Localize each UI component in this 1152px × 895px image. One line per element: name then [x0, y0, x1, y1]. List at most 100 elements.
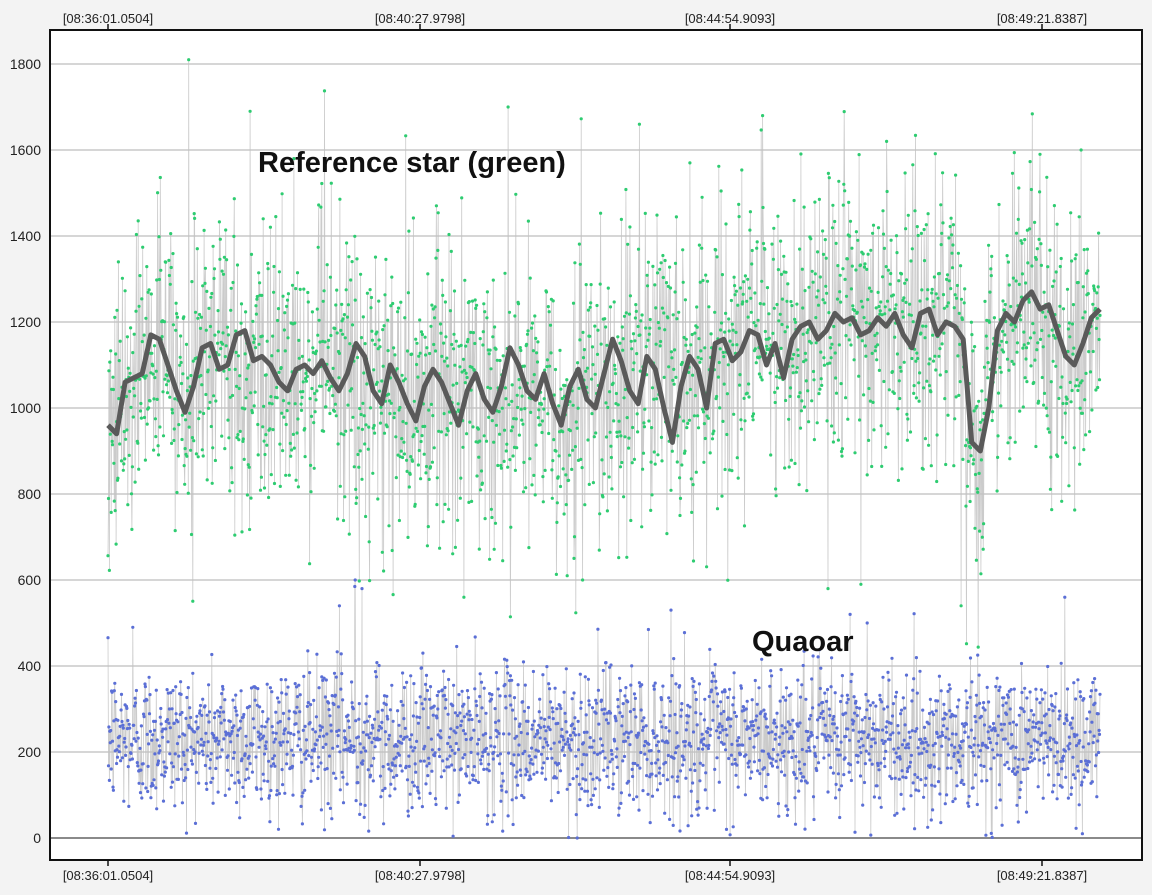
target-point [898, 757, 902, 761]
target-point [1082, 697, 1086, 701]
target-point [248, 704, 252, 709]
reference-point [295, 271, 300, 275]
target-point [877, 768, 881, 772]
target-point [222, 737, 226, 741]
target-point [863, 762, 868, 766]
reference-point [737, 215, 741, 219]
reference-point [116, 476, 120, 480]
reference-point [154, 369, 158, 373]
reference-point [691, 483, 695, 487]
reference-point [968, 446, 973, 450]
reference-point [612, 300, 616, 304]
reference-point [443, 300, 447, 304]
reference-point [108, 360, 112, 364]
target-point [1061, 759, 1065, 763]
reference-point [142, 333, 146, 337]
reference-point [473, 298, 477, 302]
target-point [484, 746, 489, 751]
target-point [701, 747, 705, 751]
reference-point [754, 361, 758, 365]
reference-point [743, 419, 747, 423]
reference-point [139, 401, 143, 406]
reference-point [674, 375, 678, 379]
reference-point [738, 373, 742, 377]
target-point [855, 705, 859, 710]
reference-point [127, 453, 131, 457]
reference-point [209, 424, 213, 429]
target-point [928, 697, 933, 702]
reference-point [551, 299, 555, 303]
reference-point [842, 110, 846, 114]
target-point [1095, 795, 1099, 799]
target-point [373, 717, 377, 721]
reference-point [377, 299, 381, 303]
reference-point [129, 326, 133, 330]
target-point [156, 759, 161, 763]
reference-point [189, 373, 193, 378]
reference-point [433, 349, 438, 353]
target-point [856, 760, 860, 764]
reference-point [635, 352, 639, 356]
target-point [670, 775, 674, 779]
reference-point [408, 472, 412, 476]
reference-point [784, 398, 788, 403]
target-point [697, 682, 702, 686]
reference-point [463, 381, 467, 385]
reference-point [935, 433, 939, 437]
target-point [257, 735, 261, 739]
target-point [581, 741, 586, 745]
reference-point [257, 342, 261, 346]
reference-point [513, 314, 517, 318]
reference-point [952, 306, 956, 310]
target-point [834, 782, 838, 787]
target-point [737, 743, 741, 747]
target-point [665, 778, 670, 782]
target-point [370, 723, 374, 727]
reference-point [973, 345, 977, 349]
target-point [611, 787, 615, 791]
reference-point [725, 392, 730, 396]
reference-point [1072, 346, 1076, 350]
reference-point [154, 435, 158, 439]
reference-point [834, 376, 838, 380]
target-point [699, 712, 703, 716]
reference-point [256, 422, 260, 427]
reference-point [1091, 302, 1095, 306]
target-point [427, 756, 431, 760]
reference-point [288, 441, 292, 445]
target-point [779, 770, 784, 774]
reference-point [1039, 242, 1043, 246]
reference-point [575, 426, 579, 430]
target-point [1018, 795, 1022, 800]
reference-point [485, 290, 489, 294]
target-point [197, 781, 201, 785]
target-point [160, 773, 164, 777]
reference-point [451, 383, 455, 387]
target-point [506, 814, 510, 818]
target-point [676, 744, 680, 748]
reference-point [722, 382, 726, 386]
reference-point [701, 410, 706, 414]
target-point [689, 744, 693, 748]
reference-point [1051, 284, 1055, 288]
reference-point [811, 280, 815, 284]
reference-point [168, 282, 172, 286]
target-point [310, 762, 314, 766]
reference-point [618, 430, 622, 434]
reference-point [572, 556, 576, 561]
target-point [904, 673, 909, 677]
reference-point [540, 430, 544, 435]
reference-point [560, 396, 564, 401]
reference-point [885, 139, 889, 143]
reference-point [703, 436, 707, 441]
reference-point [267, 495, 271, 500]
reference-point [234, 329, 238, 333]
reference-point [843, 189, 847, 193]
target-point [1059, 661, 1063, 665]
reference-point [827, 311, 831, 315]
target-point [518, 768, 522, 772]
target-point [448, 754, 452, 758]
reference-point [1034, 444, 1038, 449]
reference-point [1029, 187, 1033, 192]
reference-point [621, 337, 625, 341]
